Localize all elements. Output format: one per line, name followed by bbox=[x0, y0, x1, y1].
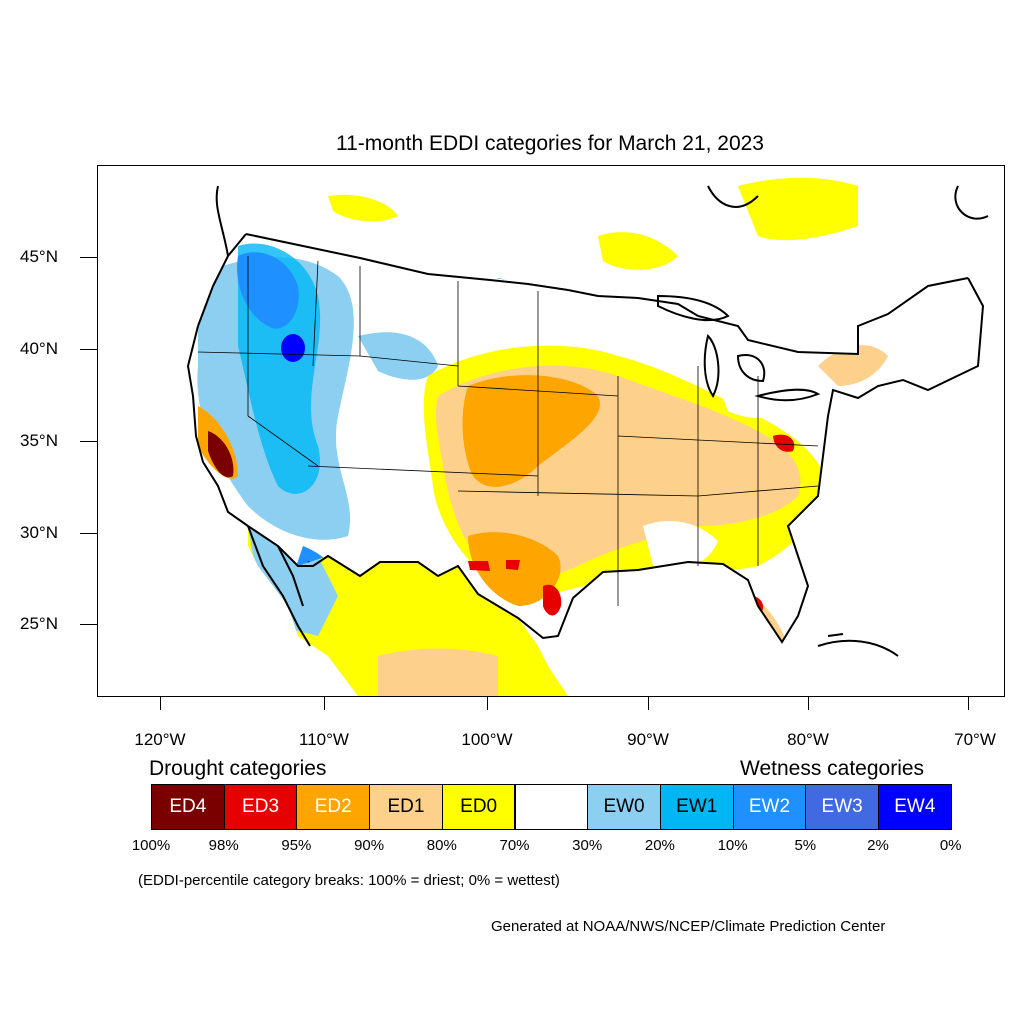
percent-break-label: 80% bbox=[426, 837, 457, 854]
percent-break-label: 5% bbox=[794, 837, 817, 854]
percent-break-label: 20% bbox=[644, 837, 675, 854]
legend-swatch-ed2: ED2 bbox=[296, 784, 371, 830]
legend-swatch-ew2: EW2 bbox=[732, 784, 807, 830]
percent-break-label: 70% bbox=[499, 837, 530, 854]
drought-categories-heading: Drought categories bbox=[149, 757, 327, 780]
credit-line: Generated at NOAA/NWS/NCEP/Climate Predi… bbox=[491, 918, 886, 935]
lon-tick bbox=[160, 696, 161, 710]
map-border bbox=[97, 165, 1005, 697]
lat-label-25: 25°N bbox=[20, 614, 58, 633]
percent-break-label: 100% bbox=[131, 837, 171, 854]
lon-tick bbox=[324, 696, 325, 710]
lat-tick bbox=[80, 349, 98, 350]
wetness-categories-heading: Wetness categories bbox=[740, 757, 925, 780]
legend-swatch-ew1: EW1 bbox=[659, 784, 734, 830]
percent-break-label: 90% bbox=[354, 837, 385, 854]
legend-swatch-ed4: ED4 bbox=[151, 784, 225, 830]
percent-break-label: 98% bbox=[208, 837, 239, 854]
lon-tick bbox=[808, 696, 809, 710]
eddi-map-canvas bbox=[186, 177, 989, 696]
legend-swatch-normal bbox=[514, 784, 589, 830]
lat-tick bbox=[80, 624, 98, 625]
percent-break-label: 0% bbox=[939, 837, 962, 854]
legend-swatch-ew4: EW4 bbox=[878, 784, 952, 830]
lon-tick bbox=[968, 696, 969, 710]
lon-label-100: 100°W bbox=[461, 730, 513, 749]
percent-break-label: 95% bbox=[281, 837, 312, 854]
legend-swatch-ed0: ED0 bbox=[441, 784, 516, 830]
lon-label-80: 80°W bbox=[787, 730, 829, 749]
lat-tick bbox=[80, 441, 98, 442]
lon-label-110: 110°W bbox=[299, 730, 349, 749]
lon-label-120: 120°W bbox=[134, 730, 186, 749]
percent-break-label: 2% bbox=[867, 837, 889, 854]
legend-swatch-ed1: ED1 bbox=[369, 784, 443, 830]
percent-break-label: 30% bbox=[572, 837, 603, 854]
eddi-map bbox=[98, 166, 1004, 696]
legend-swatch-ew0: EW0 bbox=[587, 784, 661, 830]
lat-tick bbox=[80, 257, 98, 258]
lon-tick bbox=[487, 696, 488, 710]
lon-label-70: 70°W bbox=[954, 730, 996, 749]
map-title: 11-month EDDI categories for March 21, 2… bbox=[336, 132, 764, 155]
lat-tick bbox=[80, 533, 98, 534]
lon-label-90: 90°W bbox=[627, 730, 669, 749]
lon-tick bbox=[648, 696, 649, 710]
category-note: (EDDI-percentile category breaks: 100% =… bbox=[138, 872, 560, 889]
lat-label-30: 30°N bbox=[20, 523, 58, 542]
lat-label-40: 40°N bbox=[20, 339, 58, 358]
legend-swatch-ed3: ED3 bbox=[223, 784, 298, 830]
legend-swatch-ew3: EW3 bbox=[805, 784, 879, 830]
lat-label-35: 35°N bbox=[20, 431, 58, 450]
percent-break-label: 10% bbox=[717, 837, 748, 854]
lat-label-45: 45°N bbox=[20, 247, 58, 266]
